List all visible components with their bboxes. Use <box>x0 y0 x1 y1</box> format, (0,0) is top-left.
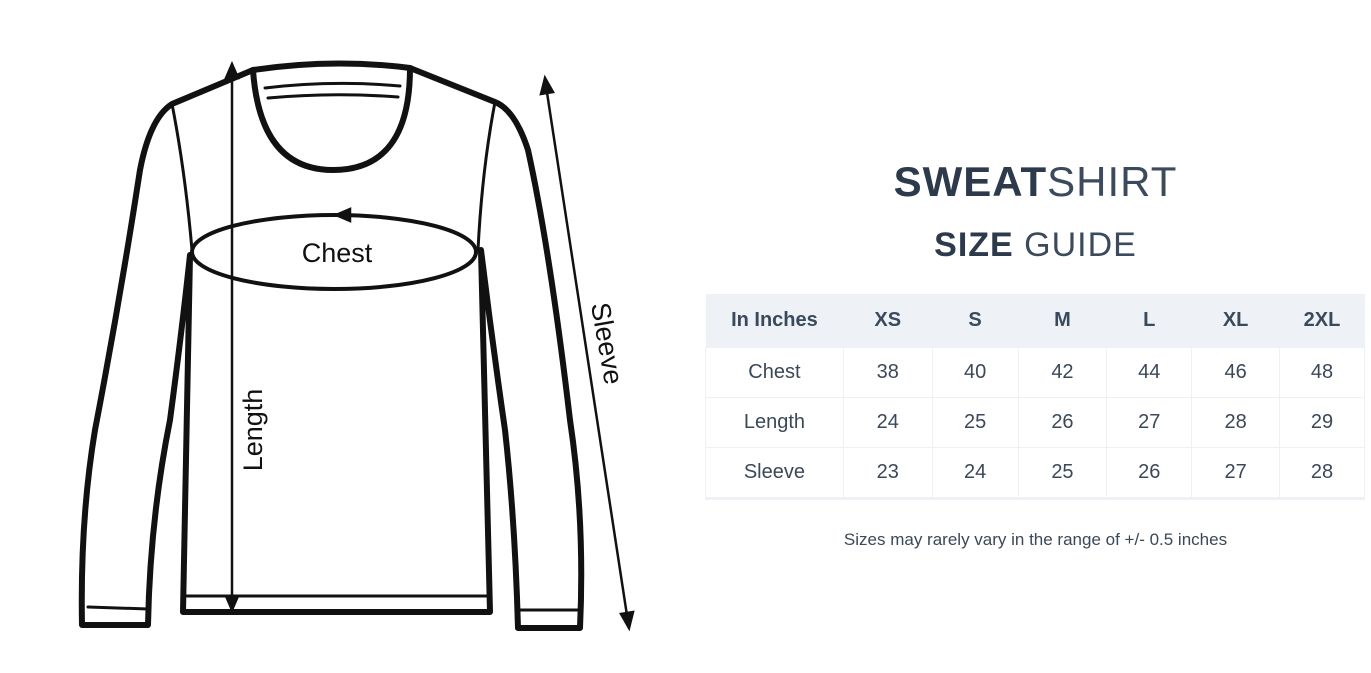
header-cell: 2XL <box>1279 294 1365 348</box>
size-value-cell: 44 <box>1106 347 1193 398</box>
length-label: Length <box>238 389 268 472</box>
row-label: Length <box>705 397 844 448</box>
size-value-cell: 24 <box>842 397 933 448</box>
header-cell: XS <box>843 294 933 348</box>
chest-label: Chest <box>302 238 373 268</box>
size-table: In Inches XS S M L XL 2XL Chest 38 40 42 44 4… <box>705 294 1365 500</box>
sweatshirt-outline <box>78 65 585 631</box>
title-light: SHIRT <box>1047 158 1178 205</box>
header-cell: XL <box>1191 294 1280 348</box>
header-cell: In Inches <box>705 294 844 348</box>
size-value-cell: 24 <box>931 447 1019 500</box>
size-value-cell: 48 <box>1279 347 1365 398</box>
title-bold: SWEAT <box>893 158 1048 205</box>
header-cell: M <box>1018 294 1107 348</box>
sleeve-label: Sleeve <box>585 300 629 387</box>
subtitle-light: GUIDE <box>1013 226 1137 264</box>
length-arrow-head-bottom <box>224 594 240 614</box>
size-value-cell: 46 <box>1191 347 1281 398</box>
size-value-cell: 28 <box>1279 447 1365 500</box>
size-value-cell: 26 <box>1106 447 1193 500</box>
table-header-row: In Inches XS S M L XL 2XL <box>705 294 1365 348</box>
chest-arrow-head <box>332 207 352 223</box>
header-cell: L <box>1106 294 1192 348</box>
neckline <box>250 60 413 173</box>
sleeve-arrow-head-top <box>539 74 555 96</box>
size-value-cell: 27 <box>1191 447 1281 500</box>
length-arrow-head-top <box>224 60 240 80</box>
size-value-cell: 38 <box>842 347 933 398</box>
product-title: SWEATSHIRT <box>700 158 1371 206</box>
row-label: Sleeve <box>705 447 844 500</box>
sleeve-arrow-head-bottom <box>619 610 635 632</box>
size-value-cell: 26 <box>1017 397 1108 448</box>
row-label: Chest <box>705 347 844 398</box>
cuffs <box>86 594 582 612</box>
size-guide-title: SIZE GUIDE <box>700 226 1371 265</box>
size-value-cell: 42 <box>1017 347 1108 398</box>
size-value-cell: 28 <box>1191 397 1281 448</box>
size-value-cell: 23 <box>842 447 933 500</box>
sweatshirt-diagram: Chest Length Sleeve <box>78 60 635 632</box>
table-row: Sleeve 23 24 25 26 27 28 <box>705 447 1365 500</box>
size-value-cell: 27 <box>1106 397 1193 448</box>
shoulder-seams <box>170 100 497 252</box>
size-value-cell: 25 <box>1017 447 1108 500</box>
size-note: Sizes may rarely vary in the range of +/… <box>843 530 1228 549</box>
subtitle-bold: SIZE <box>934 226 1014 264</box>
sleeve-arrow <box>544 85 630 623</box>
size-value-cell: 40 <box>931 347 1019 398</box>
table-row: Chest 38 40 42 44 46 48 <box>705 347 1365 398</box>
header-cell: S <box>932 294 1019 348</box>
size-value-cell: 25 <box>931 397 1019 448</box>
size-value-cell: 29 <box>1279 397 1365 448</box>
table-row: Length 24 25 26 27 28 29 <box>705 397 1365 448</box>
neck-rib <box>263 81 402 100</box>
